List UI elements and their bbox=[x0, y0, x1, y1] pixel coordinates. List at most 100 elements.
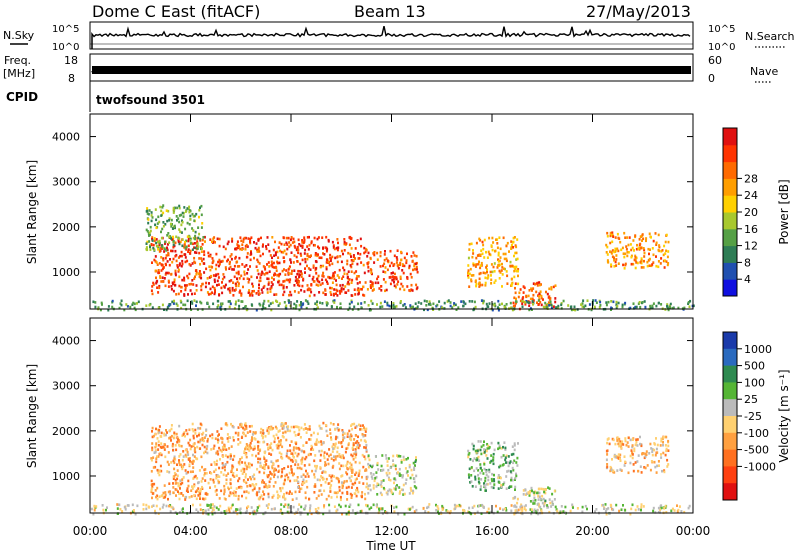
scatter-cell bbox=[269, 477, 272, 480]
scatter-cell bbox=[274, 240, 276, 244]
scatter-cell bbox=[403, 264, 406, 268]
scatter-cell bbox=[313, 244, 316, 247]
scatter-cell bbox=[271, 461, 274, 465]
scatter-cell bbox=[192, 283, 195, 286]
scatter-cell bbox=[343, 268, 346, 272]
scatter-cell bbox=[398, 472, 401, 476]
scatter-cell bbox=[401, 475, 404, 479]
scatter-cell bbox=[653, 448, 656, 452]
scatter-cell bbox=[335, 509, 338, 513]
scatter-cell bbox=[350, 300, 353, 304]
scatter-cell bbox=[299, 487, 302, 491]
scatter-cell bbox=[191, 227, 194, 230]
scatter-cell bbox=[519, 288, 522, 291]
scatter-cell bbox=[493, 483, 496, 486]
scatter-cell bbox=[174, 249, 177, 253]
scatter-cell bbox=[652, 239, 655, 243]
scatter-cell bbox=[332, 299, 335, 303]
scatter-cell bbox=[136, 302, 138, 305]
scatter-cell bbox=[221, 259, 224, 263]
scatter-cell bbox=[635, 441, 638, 444]
scatter-cell bbox=[529, 508, 532, 511]
scatter-cell bbox=[387, 457, 390, 460]
scatter-cell bbox=[215, 488, 218, 492]
scatter-cell bbox=[235, 261, 238, 264]
scatter-cell bbox=[133, 306, 136, 310]
scatter-cell bbox=[330, 476, 333, 479]
scatter-cell bbox=[197, 481, 199, 485]
scatter-cell bbox=[498, 236, 501, 239]
scatter-cell bbox=[350, 453, 353, 457]
scatter-cell bbox=[615, 300, 618, 304]
scatter-cell bbox=[650, 447, 653, 450]
scatter-cell bbox=[93, 508, 96, 512]
scatter-cell bbox=[387, 489, 390, 493]
scatter-cell bbox=[485, 454, 488, 457]
scatter-cell bbox=[346, 272, 349, 276]
scatter-cell bbox=[158, 241, 161, 245]
scatter-cell bbox=[258, 262, 261, 265]
nave-trace bbox=[91, 69, 691, 73]
scatter-cell bbox=[329, 253, 332, 257]
scatter-cell bbox=[237, 272, 240, 276]
scatter-cell bbox=[487, 475, 490, 479]
scatter-cell bbox=[342, 481, 345, 485]
scatter-cell bbox=[373, 288, 375, 291]
scatter-cell bbox=[302, 428, 305, 431]
scatter-cell bbox=[610, 263, 613, 266]
scatter-cell bbox=[400, 282, 403, 286]
scatter-cell bbox=[235, 487, 238, 490]
scatter-cell bbox=[512, 468, 515, 472]
scatter-cell bbox=[634, 259, 637, 262]
scatter-cell bbox=[432, 302, 435, 306]
scatter-cell bbox=[289, 290, 292, 294]
scatter-cell bbox=[271, 448, 274, 452]
scatter-cell bbox=[178, 484, 181, 488]
scatter-cell bbox=[293, 244, 296, 248]
scatter-cell bbox=[162, 204, 165, 207]
scatter-cell bbox=[211, 257, 214, 260]
scatter-cell bbox=[522, 300, 525, 303]
scatter-cell bbox=[612, 469, 615, 473]
scatter-cell bbox=[208, 282, 210, 285]
scatter-cell bbox=[261, 291, 264, 294]
scatter-cell bbox=[305, 455, 308, 459]
scatter-cell bbox=[237, 426, 240, 429]
scatter-cell bbox=[158, 286, 161, 290]
scatter-cell bbox=[264, 511, 267, 514]
scatter-cell bbox=[363, 446, 366, 449]
scatter-cell bbox=[173, 457, 176, 460]
scatter-cell bbox=[229, 265, 232, 269]
scatter-cell bbox=[619, 468, 622, 471]
scatter-cell bbox=[471, 255, 474, 259]
scatter-cell bbox=[297, 463, 300, 466]
scatter-cell bbox=[181, 244, 184, 248]
scatter-cell bbox=[553, 498, 556, 501]
scatter-cell bbox=[519, 505, 522, 509]
scatter-cell bbox=[346, 432, 349, 435]
scatter-cell bbox=[160, 442, 163, 445]
scatter-cell bbox=[203, 445, 206, 449]
scatter-cell bbox=[251, 282, 254, 286]
scatter-cell bbox=[287, 299, 290, 302]
scatter-cell bbox=[171, 260, 174, 264]
scatter-cell bbox=[242, 307, 245, 310]
scatter-cell bbox=[218, 480, 221, 484]
scatter-cell bbox=[514, 282, 517, 285]
scatter-cell bbox=[258, 292, 261, 295]
scatter-cell bbox=[330, 293, 333, 296]
scatter-cell bbox=[395, 505, 398, 509]
scatter-cell bbox=[497, 441, 500, 445]
scatter-cell bbox=[483, 440, 485, 443]
scatter-cell bbox=[375, 504, 378, 507]
scatter-cell bbox=[362, 263, 365, 267]
scatter-cell bbox=[277, 256, 280, 259]
scatter-cell bbox=[323, 456, 326, 460]
scatter-cell bbox=[335, 283, 338, 287]
scatter-cell bbox=[405, 261, 408, 265]
scatter-cell bbox=[413, 480, 416, 484]
scatter-cell bbox=[490, 485, 493, 489]
scatter-cell bbox=[357, 490, 360, 494]
